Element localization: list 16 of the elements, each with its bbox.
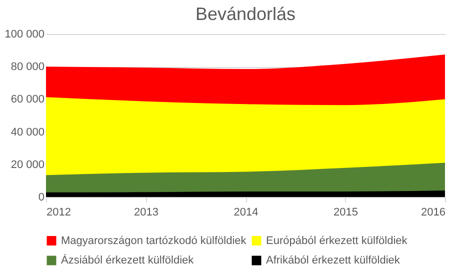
chart-title: Bevándorlás <box>195 4 296 24</box>
legend-label: Ázsiából érkezett külföldiek <box>61 254 194 266</box>
y-tick-label: 20 000 <box>10 158 44 171</box>
x-tick-label: 2014 <box>234 206 258 218</box>
x-tick-label: 2013 <box>134 206 158 218</box>
legend-label: Afrikából érkezett külföldiek <box>266 254 400 266</box>
x-tick-label: 2015 <box>334 206 358 218</box>
y-tick-label: 60 000 <box>10 94 44 106</box>
x-tick-label: 2012 <box>46 206 71 218</box>
legend-label: Magyarországon tartózkodó külföldiek <box>61 234 247 247</box>
y-tick-label: 40 000 <box>10 126 44 138</box>
y-tick-label: 100 000 <box>4 28 44 40</box>
y-tick-label: 0 <box>38 192 44 204</box>
legend-label: Európából érkezett külföldiek <box>266 234 408 247</box>
x-tick-label: 2016 <box>421 206 446 218</box>
y-tick-label: 80 000 <box>10 61 44 74</box>
